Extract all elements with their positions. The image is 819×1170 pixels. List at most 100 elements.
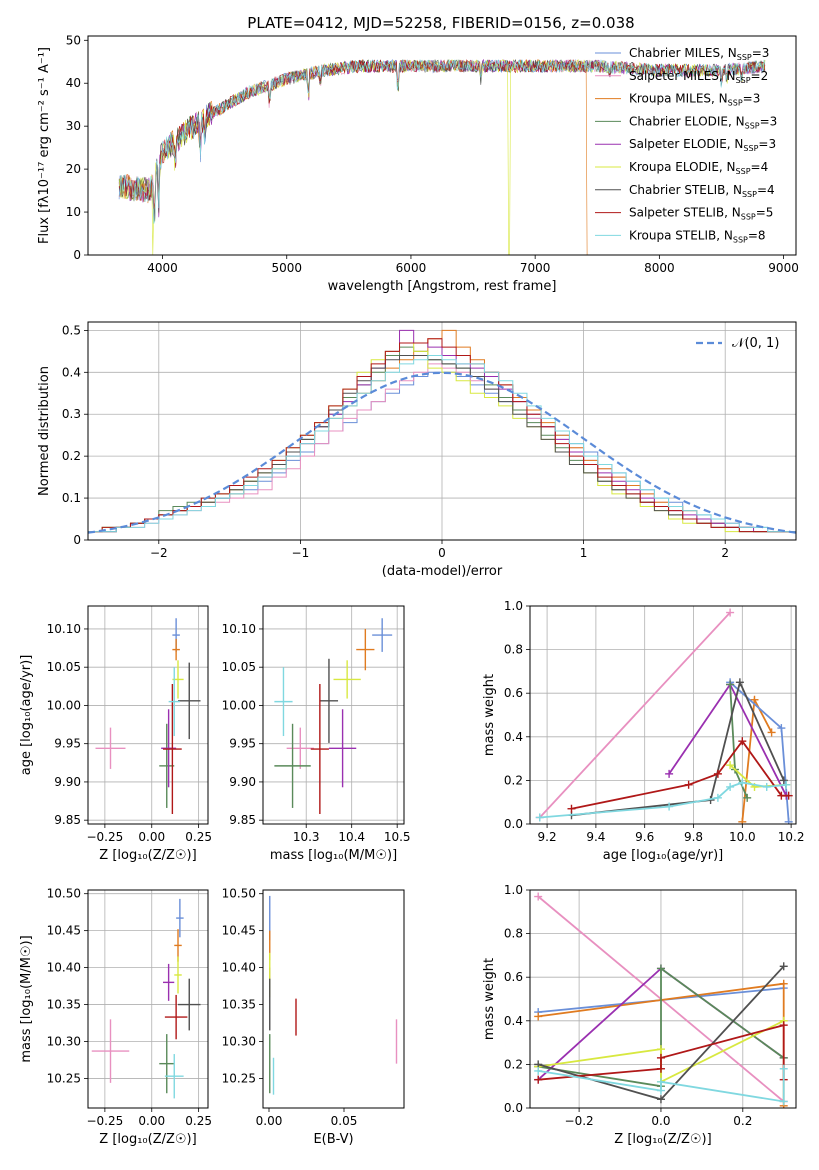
errorbar-kroupa_miles (172, 638, 180, 661)
errorbar-salpeter_miles (286, 727, 314, 769)
weight-marker (656, 1053, 665, 1062)
plot-area (91, 898, 201, 1099)
x-axis-label: wavelength [Angstrom, rest frame] (328, 279, 557, 294)
x-tick-label: 2 (721, 546, 729, 560)
weight-marker (665, 802, 674, 811)
errorbar-chabrier_miles (372, 618, 393, 652)
y-tick-label: 0.4 (504, 730, 523, 744)
x-axis-label: E(B-V) (313, 1132, 353, 1147)
x-tick-label: 10.3 (293, 830, 320, 844)
y-tick-label: 20 (66, 162, 81, 176)
errorbar-kroupa_stelib (164, 1054, 184, 1099)
axes-frame (529, 889, 797, 1109)
weight-marker (738, 817, 747, 824)
panel-mass-vs-z: −0.25 0.00 0.25 10.25 10.30 10.35 10.40 10.45 10… (19, 887, 212, 1147)
y-tick-label: 10.05 (222, 660, 256, 674)
axes-frame (262, 889, 405, 1109)
y-tick-label: 0.5 (62, 323, 81, 337)
panel-age-vs-mass: 10.3 10.4 10.5 9.85 9.90 9.95 10.00 10.05 10.10 m… (222, 605, 411, 863)
y-tick-label: 9.90 (54, 775, 81, 789)
y-tick-label: 0.3 (62, 407, 81, 421)
y-tick-label: 0.2 (62, 449, 81, 463)
x-axis-label: (data-model)/error (382, 564, 503, 579)
histogram-salpeter_stelib (88, 338, 796, 540)
y-tick-label: 10.50 (222, 887, 256, 901)
weight-marker (779, 1064, 788, 1073)
weight-line-salpeter_miles (539, 611, 731, 819)
x-tick-label: 10.4 (338, 830, 365, 844)
spectrum-line-kroupa_elodie (118, 58, 766, 255)
x-tick-label: 10.0 (729, 830, 756, 844)
y-tick-label: 10.30 (47, 1034, 81, 1048)
x-tick-label: 5000 (271, 261, 302, 275)
y-axis-label: Normed distribution (37, 366, 52, 496)
y-tick-label: 9.85 (54, 813, 81, 827)
x-tick-label: 8000 (644, 261, 675, 275)
y-tick-label: 10.10 (47, 622, 81, 636)
y-tick-label: 10.35 (47, 998, 81, 1012)
weight-marker (779, 962, 788, 971)
y-tick-label: 40 (66, 76, 81, 90)
y-tick-label: 0 (73, 248, 81, 262)
weight-marker (777, 724, 786, 733)
x-tick-label: −0.2 (565, 1114, 594, 1128)
panel-residuals: −2 −1 0 1 2 0 0.1 0.2 0.3 0.4 0.5 (data-model)/erro… (37, 321, 797, 579)
weight-marker (656, 1095, 665, 1104)
legend-entry: Kroupa STELIB, NSSP=8 (629, 228, 766, 244)
errorbar-kroupa_miles (174, 929, 182, 962)
weight-marker (779, 1097, 788, 1106)
errorbar-kroupa_elodie (174, 956, 182, 994)
x-tick-label: −1 (292, 546, 310, 560)
x-tick-label: 4000 (147, 261, 178, 275)
legend-entry: 𝒩(0, 1) (732, 336, 779, 351)
weight-marker (726, 680, 735, 689)
y-tick-label: 10.10 (222, 622, 256, 636)
weight-marker (784, 791, 793, 800)
x-axis-label: mass [log₁₀(M/M☉)] (270, 848, 397, 863)
y-tick-label: 0.0 (504, 817, 523, 831)
weight-marker (656, 1045, 665, 1054)
spectrum-line-kroupa_stelib (118, 58, 766, 224)
x-tick-label: −0.25 (86, 1114, 123, 1128)
weight-marker (782, 780, 791, 789)
y-axis-label: mass weight (482, 958, 497, 1040)
panel-weight-vs-age: 9.2 9.4 9.6 9.8 10.0 10.2 0.0 0.2 0.4 0.6 0.8 1.0 ag… (482, 599, 804, 863)
weight-marker (684, 780, 693, 789)
x-tick-label: 0.25 (185, 830, 212, 844)
x-tick-label: 9000 (768, 261, 799, 275)
errorbar-salpeter_miles (95, 727, 126, 769)
y-tick-label: 10.25 (222, 1071, 256, 1085)
y-tick-label: 50 (66, 33, 81, 47)
errorbar-chabrier_elodie (274, 723, 311, 808)
errorbar-chabrier_stelib (178, 662, 201, 740)
weight-marker (779, 979, 788, 988)
axes-frame (87, 605, 209, 825)
weight-marker (665, 769, 674, 778)
weight-line-chabrier_elodie (538, 966, 785, 1088)
errorbar-salpeter_stelib (310, 684, 329, 815)
weight-marker (777, 791, 786, 800)
y-axis-label: age [log₁₀(age/yr)] (19, 655, 34, 776)
y-tick-label: 1.0 (504, 883, 523, 897)
plot-area (118, 58, 766, 255)
y-tick-label: 10.45 (47, 924, 81, 938)
x-tick-label: 0.00 (138, 830, 165, 844)
y-tick-label: 0.8 (504, 643, 523, 657)
y-tick-label: 0.2 (504, 1057, 523, 1071)
x-tick-label: 9.4 (586, 830, 605, 844)
legend-entry: Salpeter STELIB, NSSP=5 (629, 206, 773, 222)
errorbar-kroupa_stelib (168, 667, 180, 737)
spectrum-line-kroupa_miles (118, 58, 588, 255)
weight-marker (726, 782, 735, 791)
x-tick-label: 0.25 (185, 1114, 212, 1128)
y-tick-label: 0.8 (504, 927, 523, 941)
panel-age-vs-z: −0.25 0.00 0.25 9.85 9.90 9.95 10.00 10.05 10.10… (19, 605, 212, 863)
errorbar-salpeter_miles (91, 1019, 130, 1083)
x-axis-label: Z [log₁₀(Z/Z☉)] (99, 1132, 196, 1147)
plot-area (534, 892, 788, 1108)
errorbar-kroupa_miles (356, 628, 375, 671)
histogram-kroupa_stelib (88, 355, 796, 540)
weight-marker (750, 695, 759, 704)
legend-entry: Chabrier STELIB, NSSP=4 (629, 183, 775, 199)
y-tick-label: 10.30 (222, 1034, 256, 1048)
